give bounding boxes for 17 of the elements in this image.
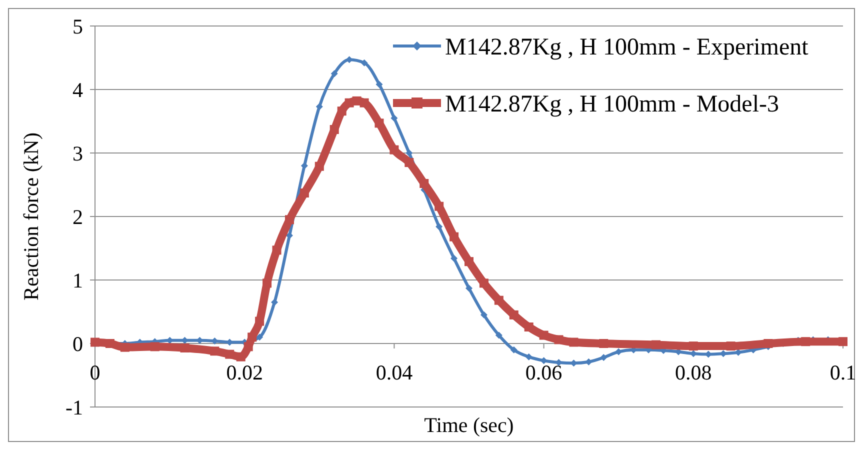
y-tick-label: 5 [72, 14, 83, 38]
y-tick-label: 3 [72, 141, 83, 166]
x-axis-title: Time (sec) [424, 413, 514, 437]
y-tick-label: 2 [72, 204, 83, 229]
x-tick-label: 0.1 [830, 360, 856, 384]
y-axis-title: Reaction force (kN) [19, 132, 43, 300]
y-tick-label: 0 [72, 332, 83, 356]
legend-label: M142.87Kg , H 100mm - Experiment [445, 34, 809, 60]
legend-label: M142.87Kg , H 100mm - Model-3 [445, 91, 779, 118]
x-tick-label: 0 [90, 360, 100, 384]
y-tick-label: -1 [66, 395, 83, 420]
y-tick-label: 1 [72, 268, 83, 292]
y-tick-label: 4 [72, 78, 84, 102]
x-tick-label: 0.02 [226, 360, 263, 384]
x-tick-label: 0.06 [525, 360, 562, 384]
x-tick-label: 0.08 [675, 360, 712, 384]
x-tick-label: 0.04 [376, 360, 414, 384]
